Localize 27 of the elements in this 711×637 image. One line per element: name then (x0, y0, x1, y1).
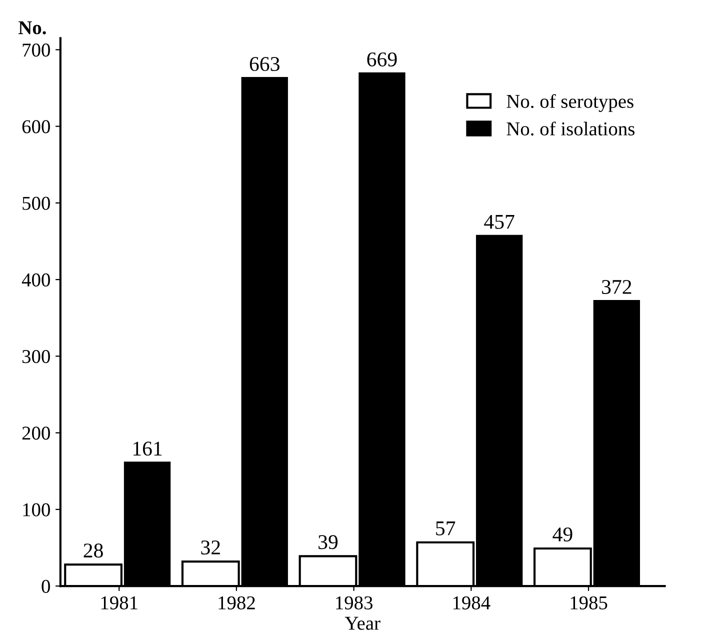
data-label: 32 (201, 540, 220, 555)
y-tick-label: 300 (22, 350, 50, 364)
x-tick-label: 1983 (336, 596, 372, 610)
y-tick-label: 200 (22, 426, 50, 440)
data-label: 49 (552, 527, 572, 542)
y-tick-label: 500 (22, 196, 50, 210)
legend-label: No. of serotypes (506, 94, 634, 112)
data-label: 457 (484, 214, 514, 229)
x-tick-label: 1984 (453, 596, 490, 610)
x-tick-label: 1981 (101, 596, 138, 610)
data-label: 161 (133, 442, 162, 456)
x-tick-label: 1982 (218, 596, 255, 610)
y-tick-label: 400 (22, 273, 50, 287)
data-label: 57 (436, 522, 456, 536)
data-label: 372 (602, 280, 632, 294)
y-tick-label: 100 (23, 503, 50, 516)
y-tick-label: 600 (22, 120, 50, 134)
data-label: 39 (318, 535, 338, 550)
y-axis-title: No. (18, 21, 46, 34)
x-axis-title: Year (344, 616, 380, 630)
data-label: 669 (367, 52, 397, 66)
legend-label: No. of isolations (506, 122, 634, 136)
data-label: 28 (84, 544, 103, 558)
y-tick-label: 0 (42, 580, 50, 593)
data-label: 663 (250, 57, 280, 72)
y-tick-label: 700 (22, 44, 50, 57)
x-tick-label: 1985 (570, 596, 608, 610)
